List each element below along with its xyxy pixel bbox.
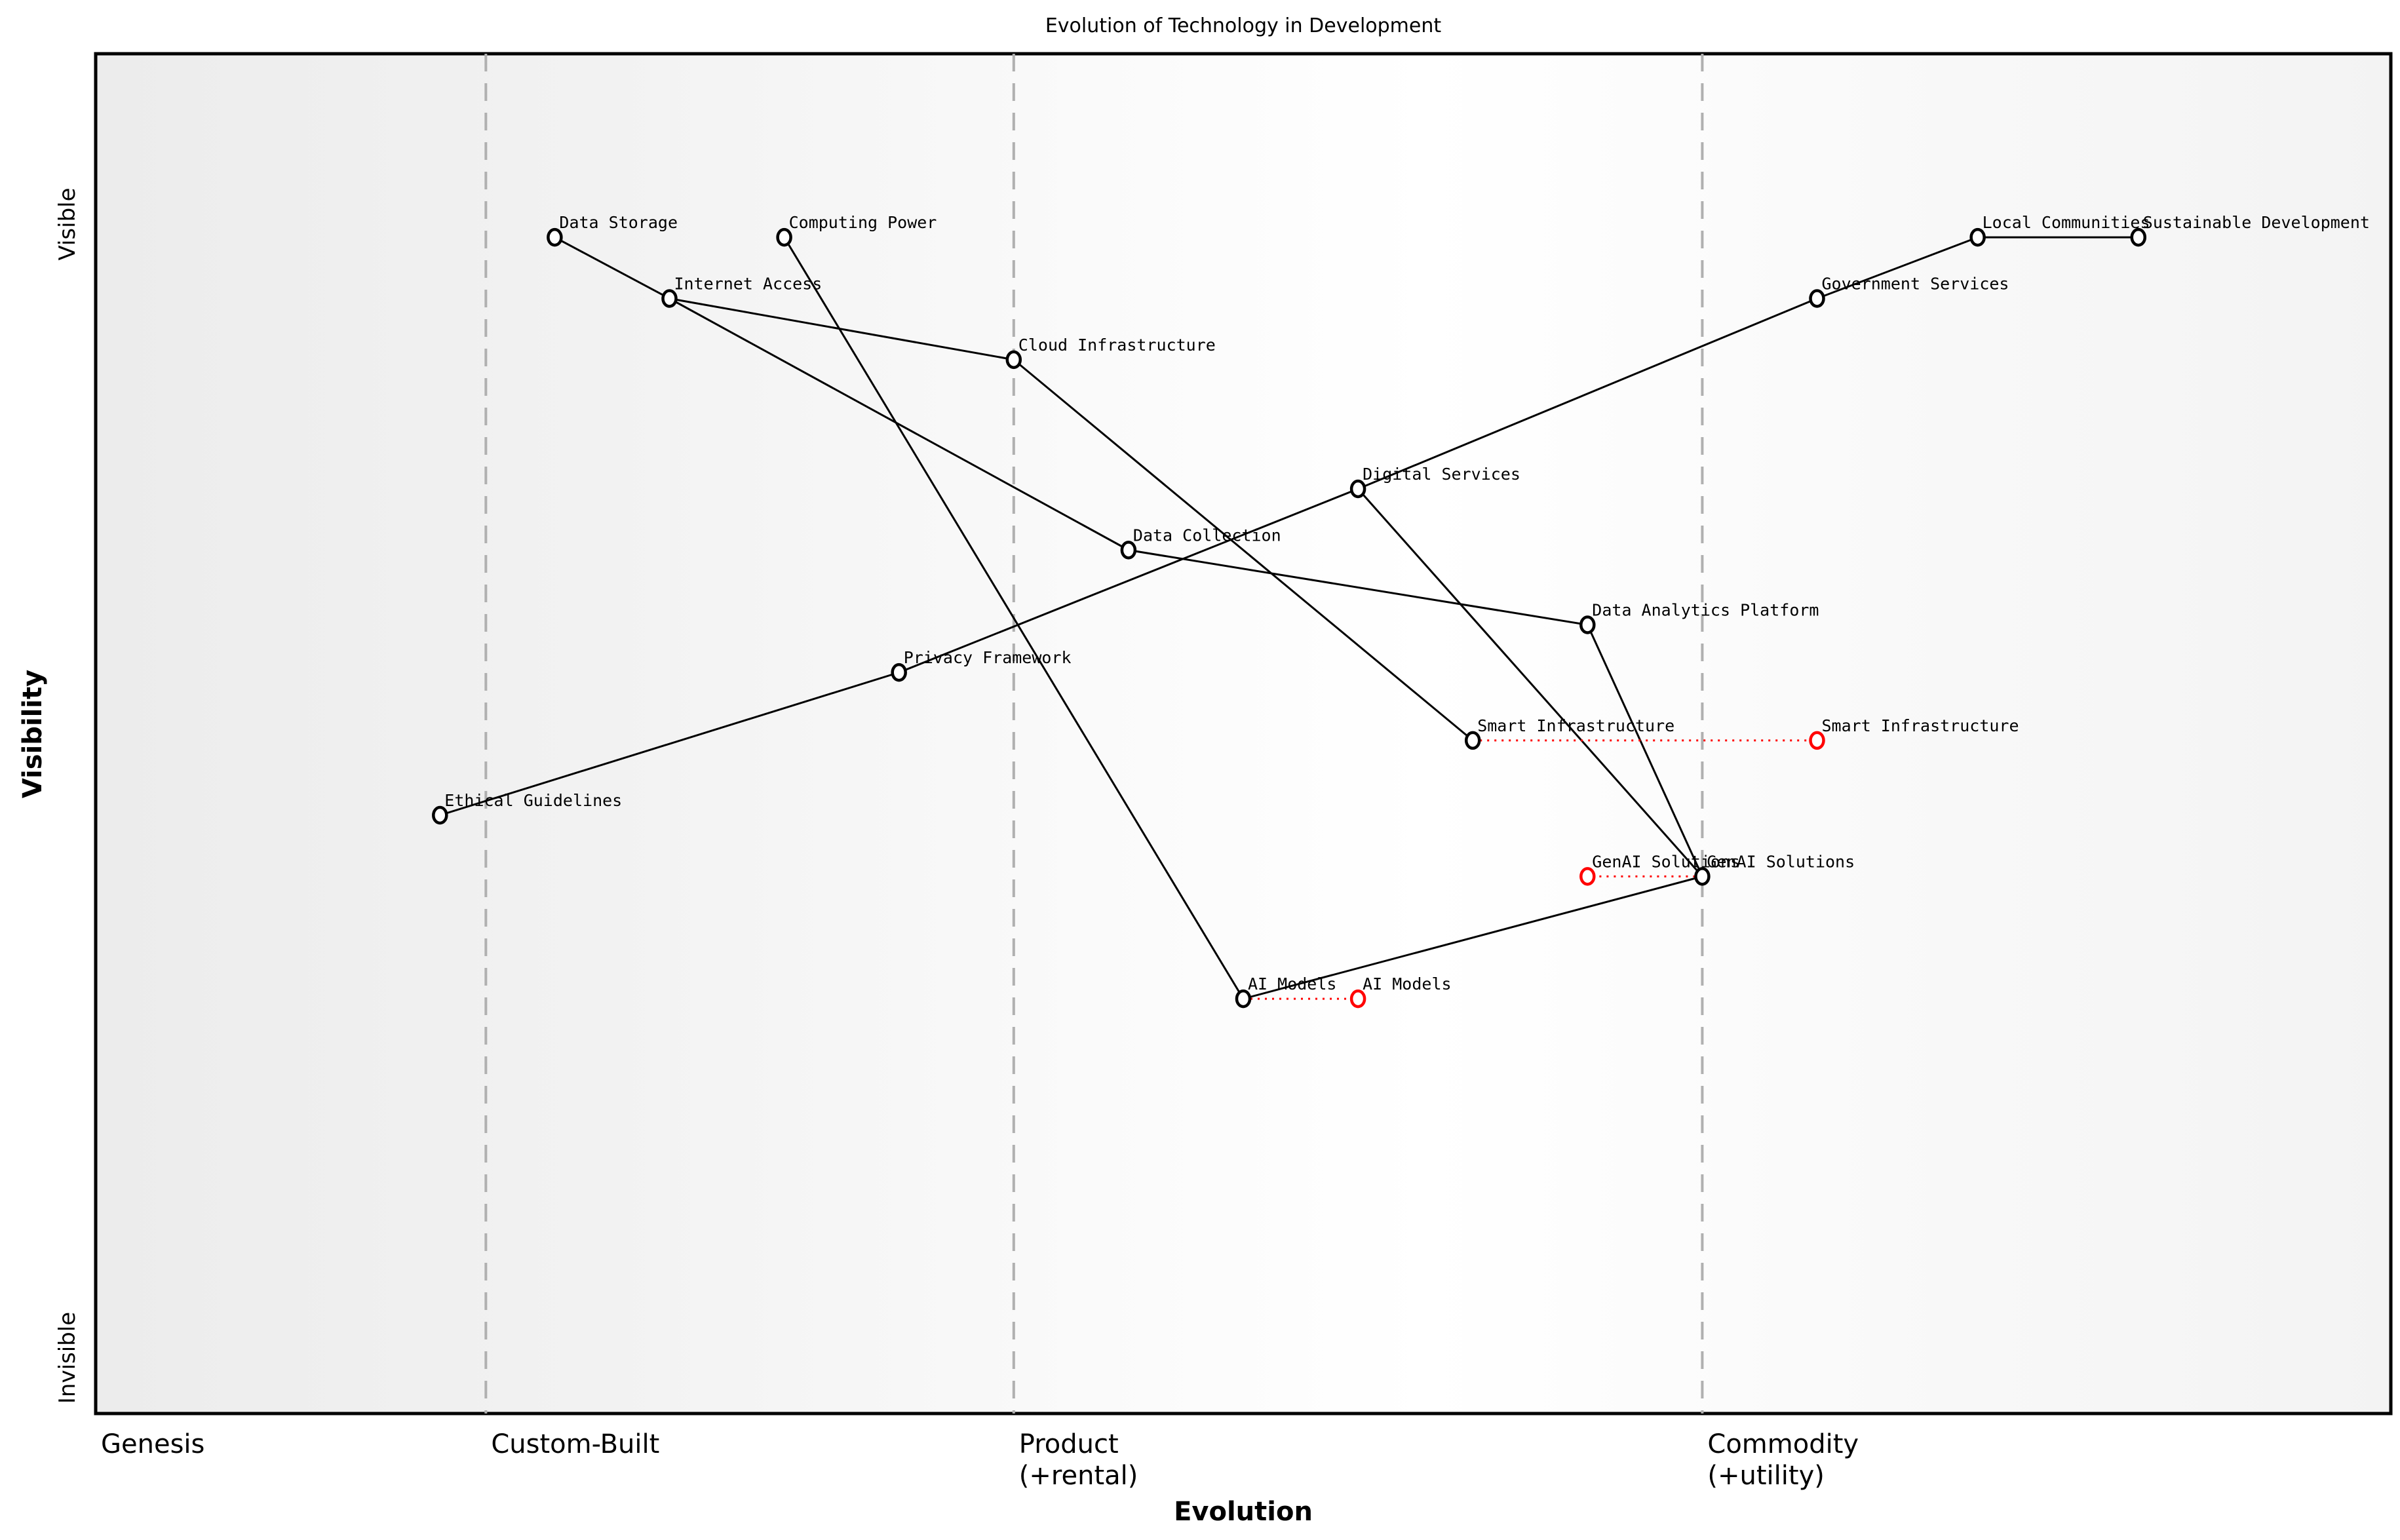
dependency-edge-internet-access--data-collection — [668, 298, 1129, 551]
node-label-local-communities: Local Communities — [1983, 213, 2150, 232]
component-node-data-collection — [1120, 541, 1137, 560]
evolve-label-smart-infrastructure: Smart Infrastructure — [1822, 716, 2019, 735]
stage-label-genesis-line1: Genesis — [101, 1429, 205, 1459]
y-axis-title: Visibility — [18, 669, 48, 799]
y-tick-invisible: Invisible — [54, 1311, 81, 1404]
node-label-digital-services: Digital Services — [1363, 465, 1520, 484]
stage-label-product-line2: (+rental) — [1018, 1461, 1138, 1491]
component-node-genai-solutions — [1694, 867, 1711, 886]
dependency-edge-computing-power--ai-models — [783, 237, 1245, 999]
component-node-data-storage — [547, 227, 563, 247]
evolve-node-smart-infrastructure — [1809, 731, 1825, 750]
dependency-edge-privacy-framework--digital-services — [899, 488, 1359, 674]
dependency-edge-data-analytics-platform--genai-solutions — [1586, 624, 1703, 877]
component-node-local-communities — [1969, 227, 1986, 247]
stage-label-commodity-line1: Commodity — [1707, 1429, 1859, 1459]
stage-label-custom-built-line1: Custom-Built — [491, 1429, 660, 1459]
component-node-computing-power — [776, 227, 792, 247]
component-node-cloud-infrastructure — [1005, 350, 1022, 370]
node-label-ethical-guidelines: Ethical Guidelines — [444, 791, 622, 810]
y-tick-visible: Visible — [54, 187, 81, 261]
x-axis-title: Evolution — [1174, 1497, 1313, 1527]
dependency-edge-cloud-infrastructure--smart-infrastructure — [1013, 358, 1474, 742]
plot-background — [96, 54, 2391, 1414]
stage-label-product-line1: Product — [1018, 1429, 1119, 1459]
dependency-edge-government-services--local-communities — [1816, 236, 1979, 299]
chart-title: Evolution of Technology in Development — [1045, 14, 1442, 37]
node-label-internet-access: Internet Access — [674, 275, 823, 294]
stage-label-commodity: Commodity (+utility) — [1707, 1429, 1859, 1492]
node-label-computing-power: Computing Power — [789, 213, 937, 232]
dependency-edge-digital-services--genai-solutions — [1357, 488, 1703, 877]
stage-label-genesis: Genesis — [101, 1429, 204, 1460]
component-node-ethical-guidelines — [432, 805, 448, 825]
component-node-ai-models — [1235, 989, 1252, 1009]
component-node-digital-services — [1349, 479, 1366, 499]
component-node-privacy-framework — [891, 663, 907, 682]
node-label-smart-infrastructure: Smart Infrastructure — [1477, 716, 1674, 735]
stage-label-commodity-line2: (+utility) — [1707, 1461, 1825, 1491]
dependency-edge-internet-access--cloud-infrastructure — [669, 298, 1015, 361]
evolve-node-genai-solutions — [1579, 867, 1596, 886]
node-label-cloud-infrastructure: Cloud Infrastructure — [1018, 336, 1216, 355]
component-node-government-services — [1809, 289, 1825, 308]
node-label-genai-solutions: GenAI Solutions — [1707, 852, 1855, 871]
dependency-edge-ethical-guidelines--privacy-framework — [439, 671, 900, 817]
dependency-edge-data-collection--data-analytics-platform — [1128, 549, 1588, 626]
node-label-sustainable-development: Sustainable Development — [2143, 213, 2370, 232]
node-label-data-storage: Data Storage — [559, 213, 678, 232]
evolve-label-ai-models: AI Models — [1363, 974, 1451, 993]
node-label-data-analytics-platform: Data Analytics Platform — [1592, 601, 1819, 620]
stage-label-custom-built: Custom-Built — [491, 1429, 659, 1460]
evolve-label-genai-solutions: GenAI Solutions — [1592, 852, 1740, 871]
component-node-data-analytics-platform — [1579, 615, 1596, 634]
component-node-sustainable-development — [2130, 227, 2147, 247]
node-label-ai-models: AI Models — [1248, 974, 1336, 993]
node-label-privacy-framework: Privacy Framework — [904, 648, 1072, 667]
node-label-government-services: Government Services — [1822, 275, 2009, 294]
plot-border — [94, 52, 2393, 1415]
component-node-internet-access — [661, 289, 678, 308]
component-node-smart-infrastructure — [1464, 731, 1481, 750]
node-label-data-collection: Data Collection — [1133, 526, 1281, 545]
evolve-node-ai-models — [1349, 989, 1366, 1009]
dependency-edge-digital-services--government-services — [1357, 298, 1818, 490]
stage-label-product: Product (+rental) — [1019, 1429, 1138, 1492]
dependency-edge-data-storage--internet-access — [554, 236, 670, 299]
dependency-edge-ai-models--genai-solutions — [1243, 875, 1703, 1000]
